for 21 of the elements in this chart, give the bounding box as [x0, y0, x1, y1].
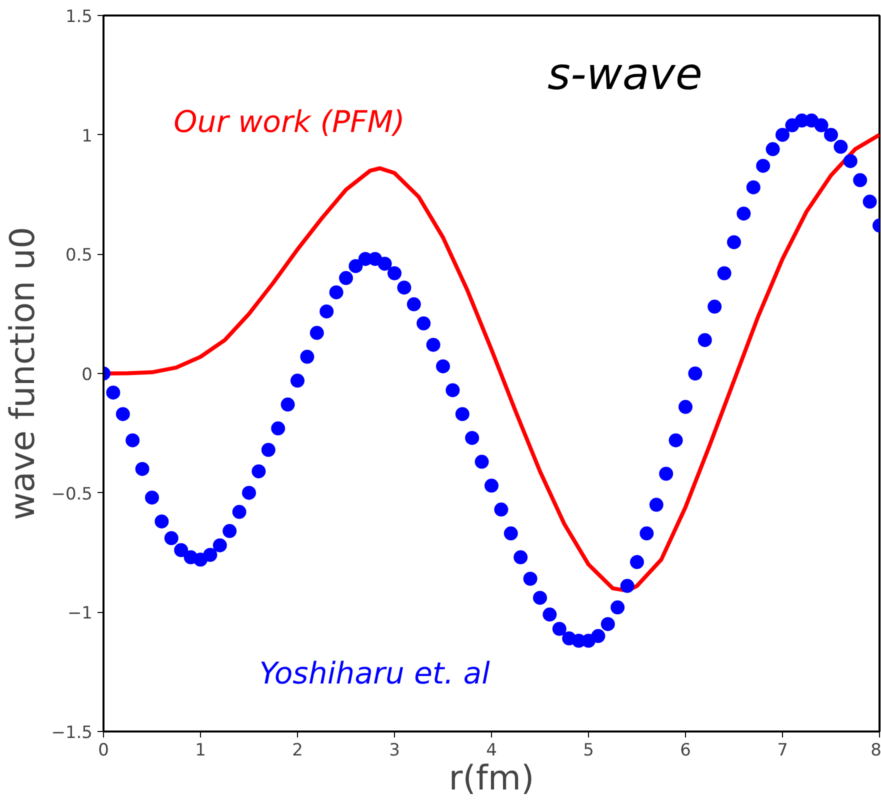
y-tick-label: 1.5: [65, 7, 93, 27]
x-tick-label: 0: [98, 740, 109, 760]
x-tick-label: 1: [195, 740, 206, 760]
y-axis-title: wave function u0: [3, 226, 44, 520]
x-tick-label: 4: [486, 740, 497, 760]
y-tick-label: −0.5: [51, 484, 92, 504]
x-tick-label: 6: [680, 740, 691, 760]
y-tick-label: 0: [82, 365, 93, 385]
x-tick-label: 8: [870, 740, 881, 760]
x-axis-title: r(fm): [448, 758, 534, 798]
y-tick-label: 0.5: [65, 246, 93, 266]
x-tick-label: 3: [389, 740, 400, 760]
x-tick-label: 5: [583, 740, 594, 760]
x-tick-label: 7: [777, 740, 788, 760]
y-tick-label: −1: [67, 604, 92, 624]
y-tick-label: −1.5: [51, 723, 92, 743]
text: Yoshiharu et. al: [259, 656, 491, 692]
series-label: Our work (PFM): [174, 104, 405, 140]
text: s-wave: [548, 48, 702, 100]
x-tick-label: 2: [292, 740, 303, 760]
y-tick-label: 1: [82, 126, 93, 146]
